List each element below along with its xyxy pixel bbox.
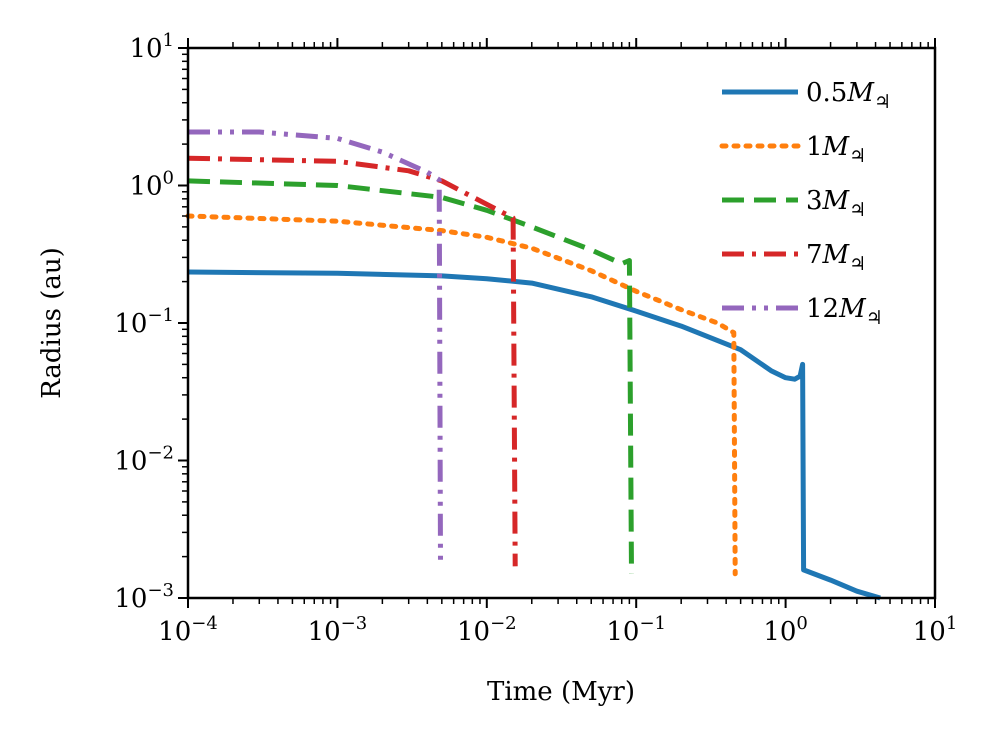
series-line-4: [187, 155, 518, 567]
x-axis-title: Time (Myr): [487, 677, 635, 707]
legend-label-5: 12M♃: [806, 294, 883, 329]
legend-label-4: 7M♃: [806, 240, 866, 275]
x-tick-label: 101: [913, 613, 958, 647]
series-layer: [185, 129, 881, 601]
y-axis-title: Radius (au): [37, 247, 67, 399]
x-tick-label: 10−4: [158, 613, 218, 647]
legend-label-1: 0.5M♃: [806, 78, 891, 113]
y-tick-label: 10−1: [114, 305, 174, 339]
y-tick-label: 101: [129, 30, 174, 64]
legend-label-3: 3M♃: [806, 186, 866, 221]
x-tick-label: 10−1: [606, 613, 666, 647]
legend: 0.5M♃ 1M♃ 3M♃ 7M♃ 12M♃: [719, 78, 891, 329]
x-tick-label: 10−3: [308, 613, 368, 647]
x-tick-label: 100: [763, 613, 808, 647]
y-tick-label: 10−3: [114, 580, 174, 614]
series-line-2: [185, 213, 738, 577]
legend-label-2: 1M♃: [806, 132, 866, 167]
series-line-1: [187, 269, 881, 601]
y-tick-label: 10−2: [114, 443, 174, 477]
x-tick-label: 10−2: [457, 613, 517, 647]
y-tick-label: 100: [129, 168, 174, 202]
series-line-5: [188, 129, 443, 563]
series-line-3: [187, 178, 634, 574]
